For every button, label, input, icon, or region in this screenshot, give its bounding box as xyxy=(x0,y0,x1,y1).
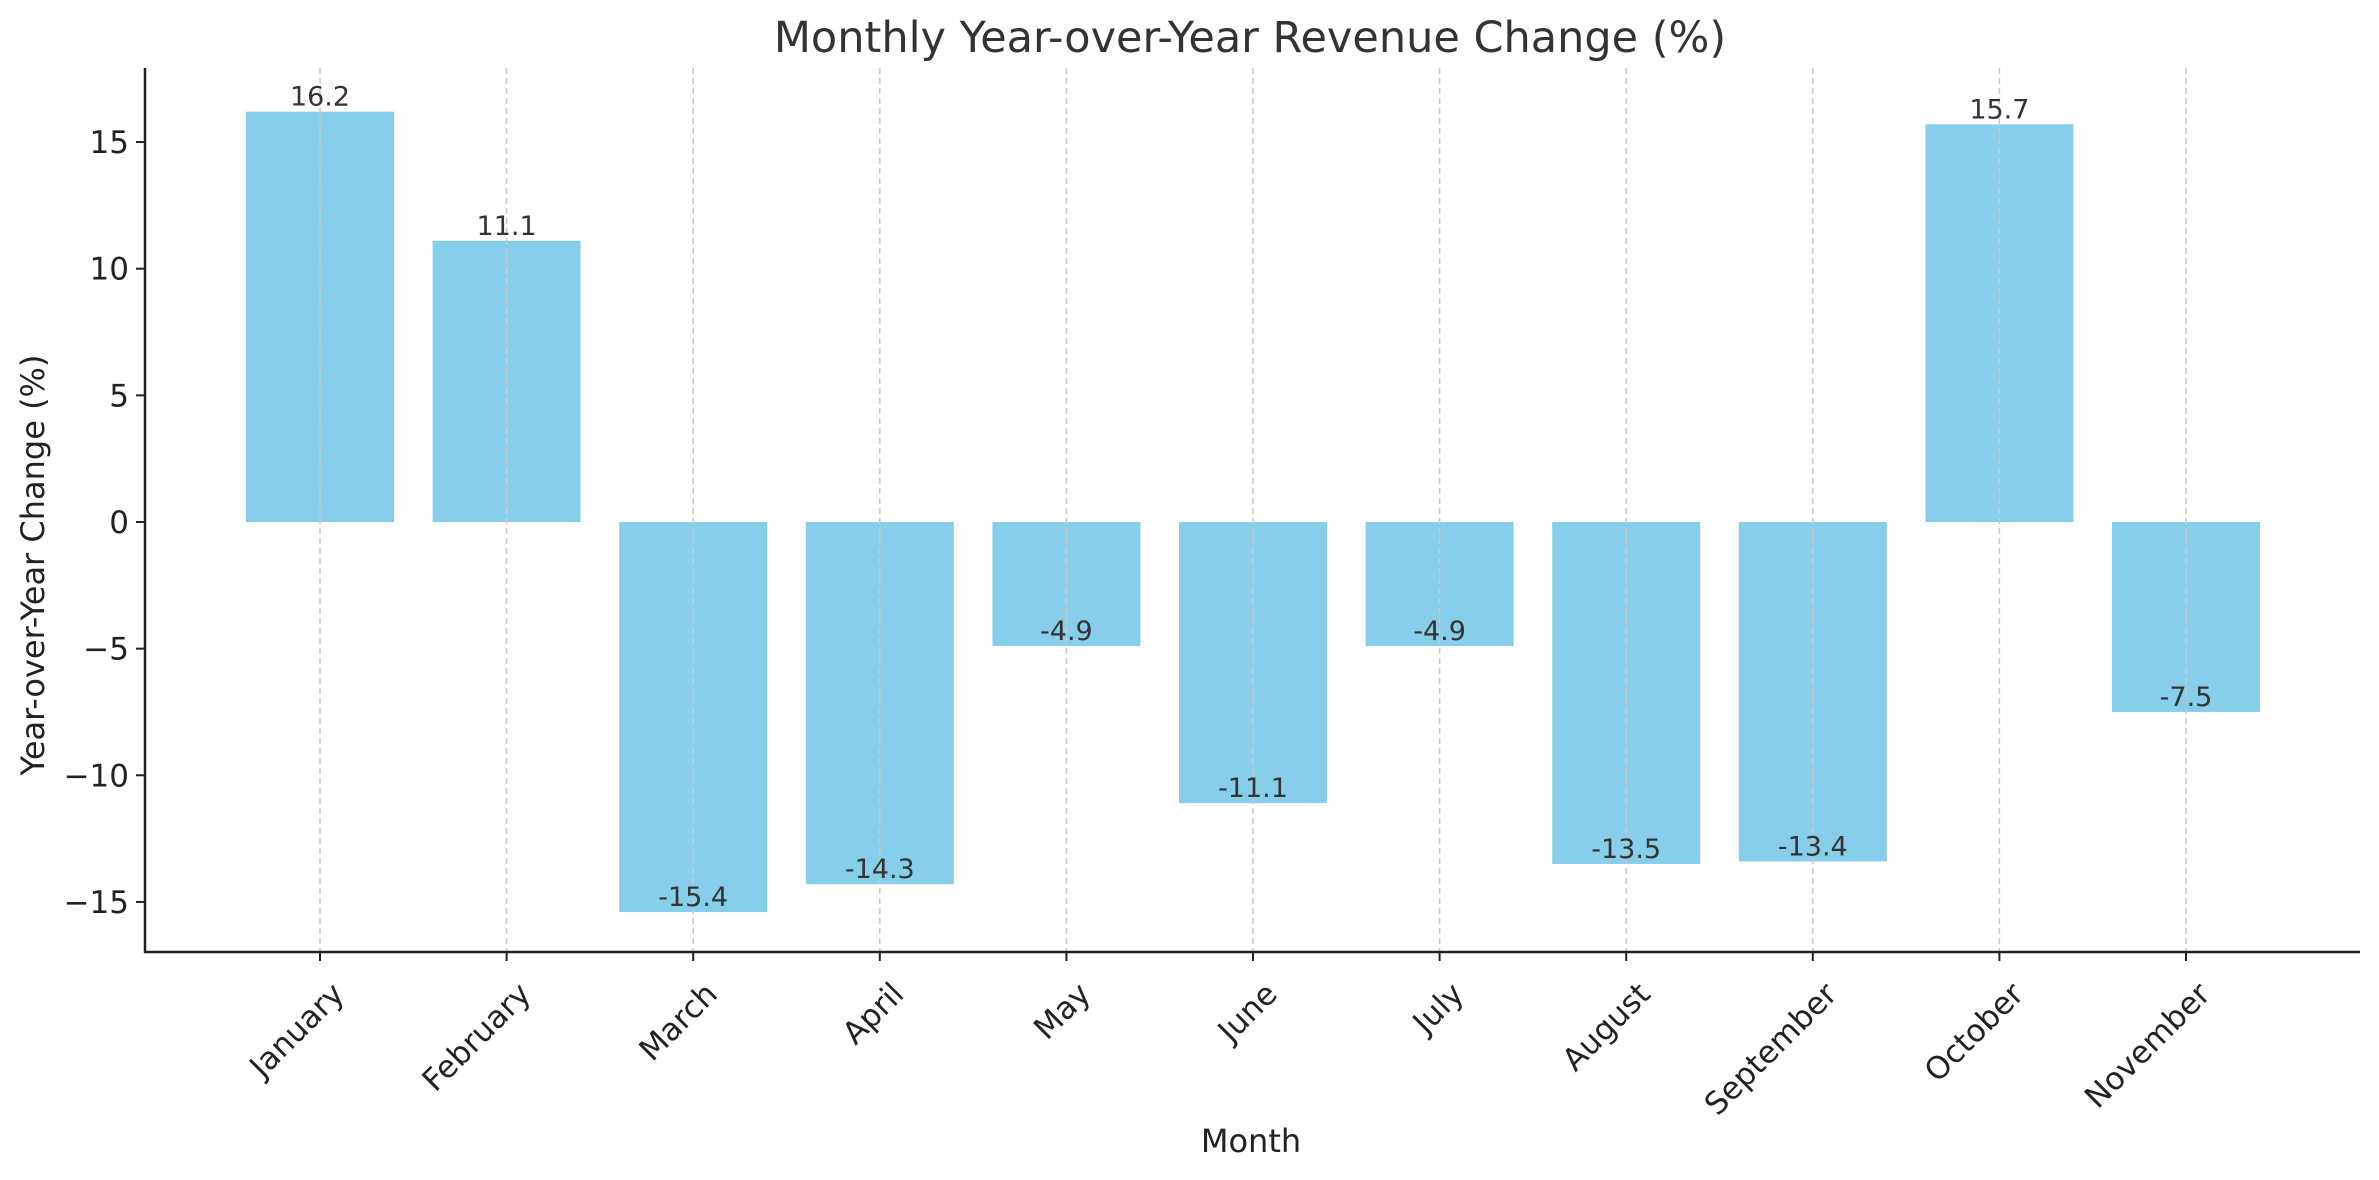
chart-title: Monthly Year-over-Year Revenue Change (%… xyxy=(774,13,1726,63)
x-tick-label-march: March xyxy=(632,976,724,1068)
data-label-february: 11.1 xyxy=(477,211,537,242)
x-axis-label: Month xyxy=(1201,1122,1301,1160)
y-ticks-layer: −15 −10 −5 0 5 10 15 xyxy=(64,125,145,921)
bar-march xyxy=(619,522,768,913)
y-axis-label: Year-over-Year Change (%) xyxy=(14,355,52,777)
y-tick-label--5: −5 xyxy=(83,632,129,668)
x-tick-label-june: June xyxy=(1210,976,1285,1051)
x-tick-label-october: October xyxy=(1918,976,2031,1089)
data-label-january: 16.2 xyxy=(290,82,350,113)
y-tick-label-15: 15 xyxy=(90,125,129,161)
grid-layer xyxy=(319,68,2187,952)
data-label-november: -7.5 xyxy=(2160,682,2213,713)
data-labels-layer: 16.2 11.1 -15.4 -14.3 -4.9 -11.1 -4.9 -13.5 -13.… xyxy=(290,82,2212,913)
data-label-september: -13.4 xyxy=(1778,831,1848,862)
y-tick-label--10: −10 xyxy=(64,758,129,794)
data-label-april: -14.3 xyxy=(845,854,915,885)
data-label-june: -11.1 xyxy=(1218,773,1288,804)
y-tick-label-10: 10 xyxy=(90,252,129,288)
x-tick-label-november: November xyxy=(2078,976,2218,1116)
data-label-august: -13.5 xyxy=(1591,834,1661,865)
x-tick-label-april: April xyxy=(836,976,912,1052)
x-ticks-layer: January February March April May June July Augu… xyxy=(242,952,2218,1123)
data-label-may: -4.9 xyxy=(1040,616,1093,647)
x-tick-label-july: July xyxy=(1405,976,1471,1042)
y-tick-label-5: 5 xyxy=(109,378,129,414)
data-label-march: -15.4 xyxy=(658,882,728,913)
x-tick-label-september: September xyxy=(1698,976,1845,1123)
data-label-july: -4.9 xyxy=(1413,616,1466,647)
x-tick-label-january: January xyxy=(242,976,352,1086)
y-tick-label--15: −15 xyxy=(64,885,129,921)
x-tick-label-february: February xyxy=(416,976,539,1099)
x-tick-label-may: May xyxy=(1027,976,1098,1047)
y-tick-label-0: 0 xyxy=(109,505,129,541)
data-label-october: 15.7 xyxy=(1969,94,2029,125)
x-tick-label-august: August xyxy=(1556,976,1658,1078)
